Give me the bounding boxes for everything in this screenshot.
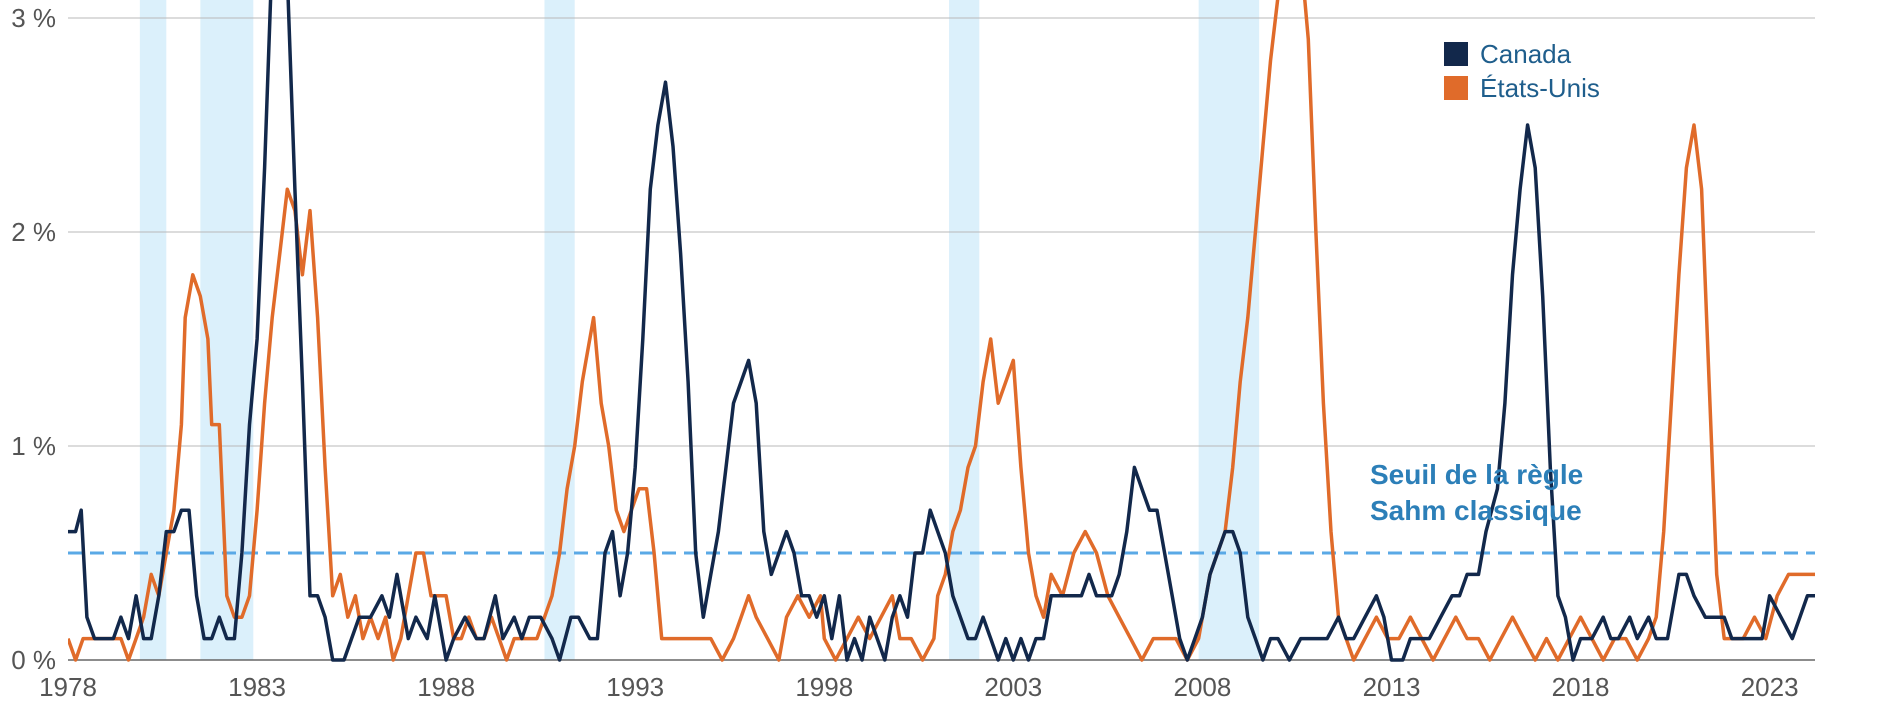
recession-bands <box>139 0 1260 660</box>
recession-band-4 <box>1198 0 1260 660</box>
legend-item-canada: Canada <box>1444 39 1572 69</box>
series-lines <box>68 0 1815 662</box>
x-tick-label: 2013 <box>1363 672 1421 701</box>
legend: Canada États-Unis <box>1444 39 1600 103</box>
legend-label-canada: Canada <box>1480 39 1572 69</box>
x-tick-label: 1993 <box>606 672 664 701</box>
y-axis: 0 % 1 % 2 % 3 % <box>11 3 56 675</box>
recession-band-3 <box>949 0 980 660</box>
y-tick-label: 0 % <box>11 645 56 675</box>
x-tick-label: 1998 <box>795 672 853 701</box>
threshold-label-line-2: Sahm classique <box>1370 495 1582 526</box>
x-axis: 1978 1983 1988 1993 1998 2003 2008 2013 2018 2023 <box>39 672 1798 701</box>
x-tick-label: 2008 <box>1173 672 1231 701</box>
series-line-etats-unis <box>68 0 1815 662</box>
legend-item-etats-unis: États-Unis <box>1444 73 1600 103</box>
legend-label-etats-unis: États-Unis <box>1480 73 1600 103</box>
series-line-canada <box>68 0 1815 662</box>
x-tick-label: 2018 <box>1552 672 1610 701</box>
legend-swatch-etats-unis <box>1444 76 1468 100</box>
recession-band-0 <box>139 0 167 660</box>
y-tick-label: 1 % <box>11 431 56 461</box>
gridlines <box>68 17 1815 661</box>
y-tick-label: 2 % <box>11 217 56 247</box>
y-tick-label: 3 % <box>11 3 56 33</box>
x-tick-label: 2003 <box>984 672 1042 701</box>
threshold-annotation: Seuil de la règle Sahm classique <box>1370 459 1583 526</box>
x-tick-label: 2023 <box>1741 672 1799 701</box>
legend-swatch-canada <box>1444 42 1468 66</box>
recession-band-1 <box>200 0 254 660</box>
x-tick-label: 1988 <box>417 672 475 701</box>
x-tick-label: 1978 <box>39 672 97 701</box>
threshold-label-line-1: Seuil de la règle <box>1370 459 1583 490</box>
x-tick-label: 1983 <box>228 672 286 701</box>
